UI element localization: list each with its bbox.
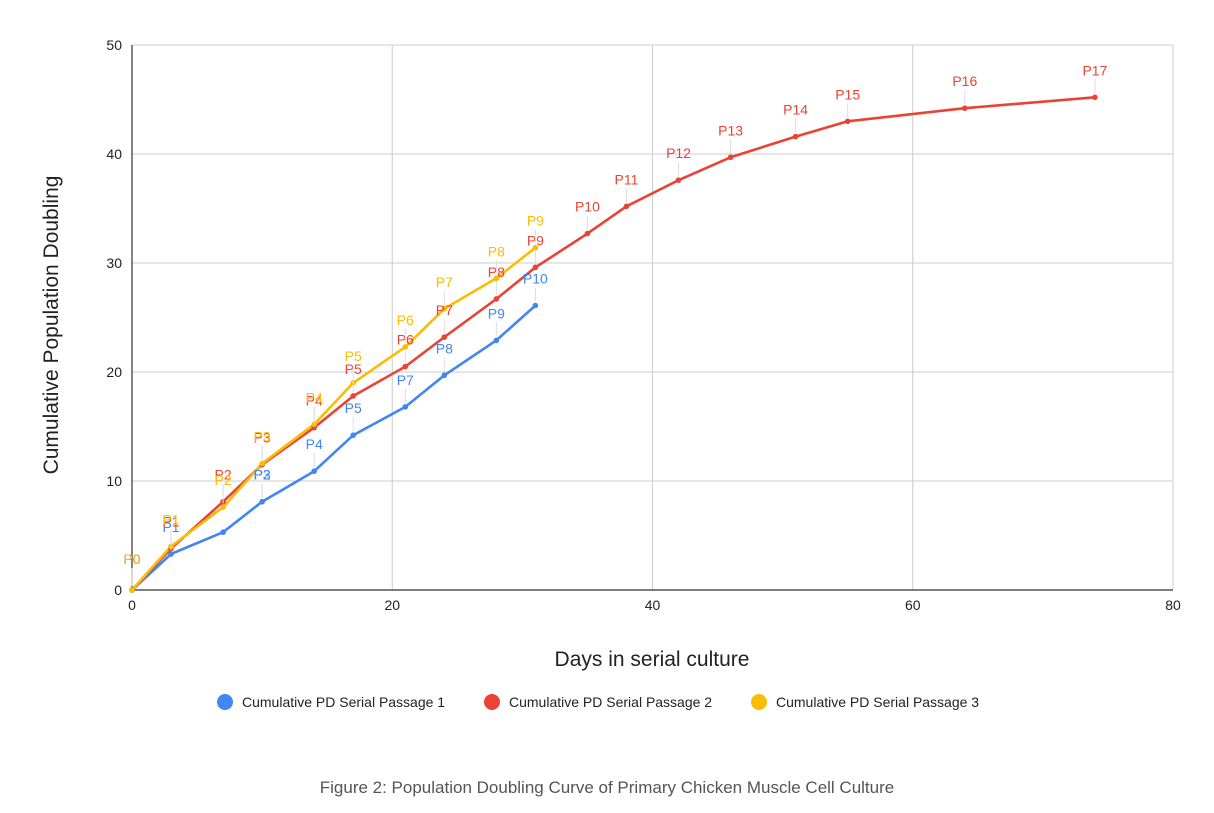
x-tick-label: 0 xyxy=(128,597,136,613)
data-point xyxy=(311,421,317,428)
data-point xyxy=(402,344,409,350)
legend-label-3: Cumulative PD Serial Passage 3 xyxy=(776,694,979,710)
point-label: P9 xyxy=(488,305,505,321)
legend-label-2: Cumulative PD Serial Passage 2 xyxy=(509,694,712,710)
point-label: P8 xyxy=(488,243,505,259)
figure-caption: Figure 2: Population Doubling Curve of P… xyxy=(319,778,895,797)
data-point xyxy=(532,244,539,251)
point-label: P6 xyxy=(397,312,414,328)
data-point xyxy=(493,296,500,302)
point-label: P2 xyxy=(215,467,232,483)
data-point xyxy=(311,468,317,474)
series-line-1 xyxy=(130,304,537,592)
point-label: P2 xyxy=(215,472,232,488)
point-label: P11 xyxy=(615,171,639,187)
point-label: P9 xyxy=(527,213,544,229)
data-point xyxy=(1092,94,1098,101)
data-point xyxy=(792,133,799,140)
point-label: P7 xyxy=(436,274,453,290)
point-label: P7 xyxy=(436,302,453,318)
data-point xyxy=(532,302,539,309)
series-labels: P0P1P2P3P4P5P7P8P9P10P0P1P2P3P4P5P6P7P8P… xyxy=(123,62,1108,586)
x-tick-label: 80 xyxy=(1165,597,1181,613)
point-label: P3 xyxy=(254,429,271,445)
data-point xyxy=(493,337,500,344)
series-line-3 xyxy=(130,246,537,592)
point-label: P8 xyxy=(436,340,453,356)
data-point xyxy=(675,177,682,183)
series-points xyxy=(129,94,1098,593)
y-axis-title: Cumulative Population Doubling xyxy=(40,176,63,475)
point-label: P4 xyxy=(306,436,323,452)
data-point xyxy=(584,230,591,237)
legend: Cumulative PD Serial Passage 1 Cumulative… xyxy=(217,694,979,710)
point-label: P10 xyxy=(523,271,548,287)
y-tick-label: 40 xyxy=(106,146,122,162)
point-label: P14 xyxy=(783,102,808,118)
x-tick-label: 20 xyxy=(384,597,400,613)
point-label: P5 xyxy=(345,348,362,364)
point-label: P4 xyxy=(306,393,323,409)
legend-marker-2 xyxy=(484,694,500,710)
point-label: P10 xyxy=(575,199,600,215)
series-line-2 xyxy=(130,96,1097,592)
point-label: P0 xyxy=(123,551,140,567)
axes: 0 20 40 60 80 0 10 20 30 40 50 xyxy=(106,37,1181,613)
legend-marker-1 xyxy=(217,694,233,710)
data-point xyxy=(259,498,265,505)
data-point xyxy=(168,551,174,557)
x-axis-title: Days in serial culture xyxy=(555,648,750,671)
x-tick-label: 60 xyxy=(905,597,921,613)
point-label: P13 xyxy=(718,122,743,138)
legend-label-1: Cumulative PD Serial Passage 1 xyxy=(242,694,445,710)
point-label: P0 xyxy=(123,551,140,567)
data-point xyxy=(129,587,135,593)
y-tick-label: 50 xyxy=(106,37,122,53)
y-tick-label: 20 xyxy=(106,364,122,380)
point-label: P0 xyxy=(123,551,140,567)
point-label: P3 xyxy=(254,467,271,483)
data-point xyxy=(402,363,409,370)
data-point xyxy=(962,105,968,112)
y-tick-label: 30 xyxy=(106,255,122,271)
point-label: P17 xyxy=(1082,62,1107,78)
point-label: P2 xyxy=(254,467,271,483)
y-tick-label: 10 xyxy=(106,473,122,489)
point-label: P1 xyxy=(162,519,179,535)
data-point xyxy=(402,404,409,410)
point-label: P1 xyxy=(162,511,179,527)
y-tick-label: 0 xyxy=(114,582,122,598)
point-label: P12 xyxy=(666,145,691,161)
point-label: P5 xyxy=(345,400,362,416)
grid-lines xyxy=(132,44,1174,590)
data-point xyxy=(441,305,448,312)
data-point xyxy=(727,154,734,161)
data-point xyxy=(350,393,357,399)
data-point xyxy=(493,275,500,282)
point-label: P3 xyxy=(254,430,271,446)
data-point xyxy=(532,264,539,271)
point-label: P1 xyxy=(162,514,179,530)
data-point xyxy=(220,504,226,510)
data-point xyxy=(441,334,448,340)
x-tick-label: 40 xyxy=(645,597,661,613)
data-point xyxy=(259,460,265,467)
legend-marker-3 xyxy=(751,694,767,710)
point-label: P16 xyxy=(952,73,977,89)
point-label: P15 xyxy=(835,86,860,102)
data-point xyxy=(844,118,851,125)
data-point xyxy=(220,529,226,536)
point-label: P7 xyxy=(397,372,414,388)
series-lines xyxy=(130,96,1097,592)
data-point xyxy=(441,372,448,379)
point-label: P4 xyxy=(306,389,323,405)
data-point xyxy=(623,203,630,210)
data-point xyxy=(350,432,357,439)
